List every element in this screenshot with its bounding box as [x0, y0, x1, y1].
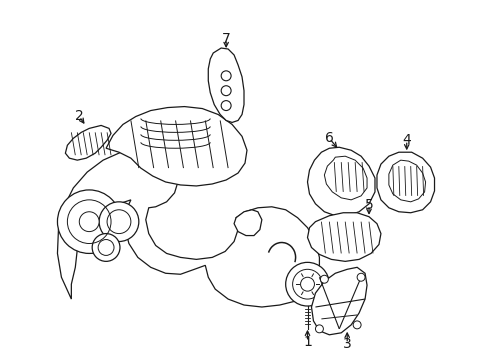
Circle shape — [57, 190, 121, 253]
PathPatch shape — [388, 160, 425, 202]
Circle shape — [356, 273, 365, 281]
Circle shape — [92, 234, 120, 261]
PathPatch shape — [311, 267, 366, 335]
Text: 3: 3 — [342, 337, 351, 351]
Text: 2: 2 — [75, 109, 83, 123]
Circle shape — [221, 100, 231, 111]
PathPatch shape — [234, 210, 262, 235]
Circle shape — [352, 321, 360, 329]
Text: 7: 7 — [222, 32, 230, 46]
Circle shape — [292, 269, 322, 299]
Circle shape — [79, 212, 99, 231]
PathPatch shape — [106, 107, 246, 186]
PathPatch shape — [65, 125, 111, 160]
PathPatch shape — [324, 156, 366, 200]
PathPatch shape — [307, 213, 380, 261]
Circle shape — [99, 202, 139, 242]
Text: 6: 6 — [324, 131, 333, 145]
PathPatch shape — [376, 152, 434, 213]
Circle shape — [320, 275, 327, 283]
Circle shape — [315, 325, 323, 333]
Circle shape — [221, 71, 231, 81]
Text: 5: 5 — [364, 198, 373, 212]
PathPatch shape — [208, 48, 244, 122]
Text: 1: 1 — [303, 335, 311, 349]
Text: 4: 4 — [402, 133, 410, 147]
Circle shape — [221, 86, 231, 96]
PathPatch shape — [57, 148, 319, 307]
Circle shape — [300, 277, 314, 291]
PathPatch shape — [307, 147, 374, 216]
Circle shape — [285, 262, 328, 306]
